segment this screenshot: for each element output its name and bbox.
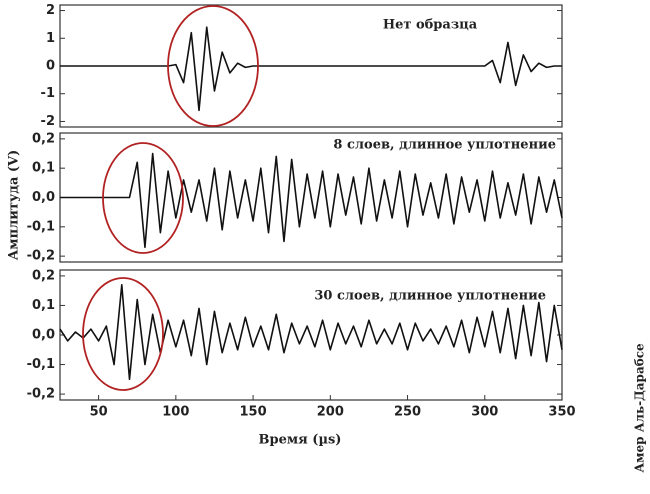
y-tick-label: 0,0: [32, 190, 55, 205]
y-tick-label: 0,1: [32, 161, 55, 176]
y-tick-label: 0: [46, 59, 55, 74]
x-tick-label: 50: [90, 405, 108, 420]
waveform: [60, 152, 563, 249]
y-tick-label: -2: [41, 114, 55, 129]
y-tick-label: 2: [46, 3, 55, 18]
x-tick-label: 100: [162, 405, 189, 420]
credit: Амер Аль-Дарабсе: [633, 343, 647, 473]
highlight-ellipse: [102, 142, 184, 254]
highlight-ellipse: [82, 277, 164, 391]
x-tick-label: 200: [317, 405, 344, 420]
waveform: [59, 283, 563, 381]
y-tick-label: 0,0: [32, 328, 55, 343]
y-tick-label: -1: [41, 86, 55, 101]
y-tick-label: -0,1: [27, 219, 55, 234]
y-tick-label: -0,1: [27, 357, 55, 372]
panel-title: Нет образца: [383, 18, 478, 33]
y-tick-label: -0,2: [27, 249, 55, 264]
panel-title: 30 слоев, длинное уплотнение: [314, 289, 546, 304]
y-tick-label: 0,2: [32, 131, 55, 146]
x-tick-label: 150: [240, 405, 267, 420]
x-tick-label: 250: [394, 405, 421, 420]
panel-title: 8 слоев, длинное уплотнение: [333, 138, 556, 153]
y-tick-label: 0,2: [32, 268, 55, 283]
x-tick-label: 350: [548, 405, 575, 420]
y-tick-label: 0,1: [32, 298, 55, 313]
highlight-ellipse: [167, 5, 259, 127]
x-tick-label: 300: [471, 405, 498, 420]
x-axis-label: Время (µs): [259, 433, 342, 448]
y-tick-label: -0,2: [27, 387, 55, 402]
y-tick-label: 1: [46, 31, 55, 46]
y-axis-label: Амплитуда (V): [7, 150, 22, 261]
waveform: [60, 26, 562, 112]
